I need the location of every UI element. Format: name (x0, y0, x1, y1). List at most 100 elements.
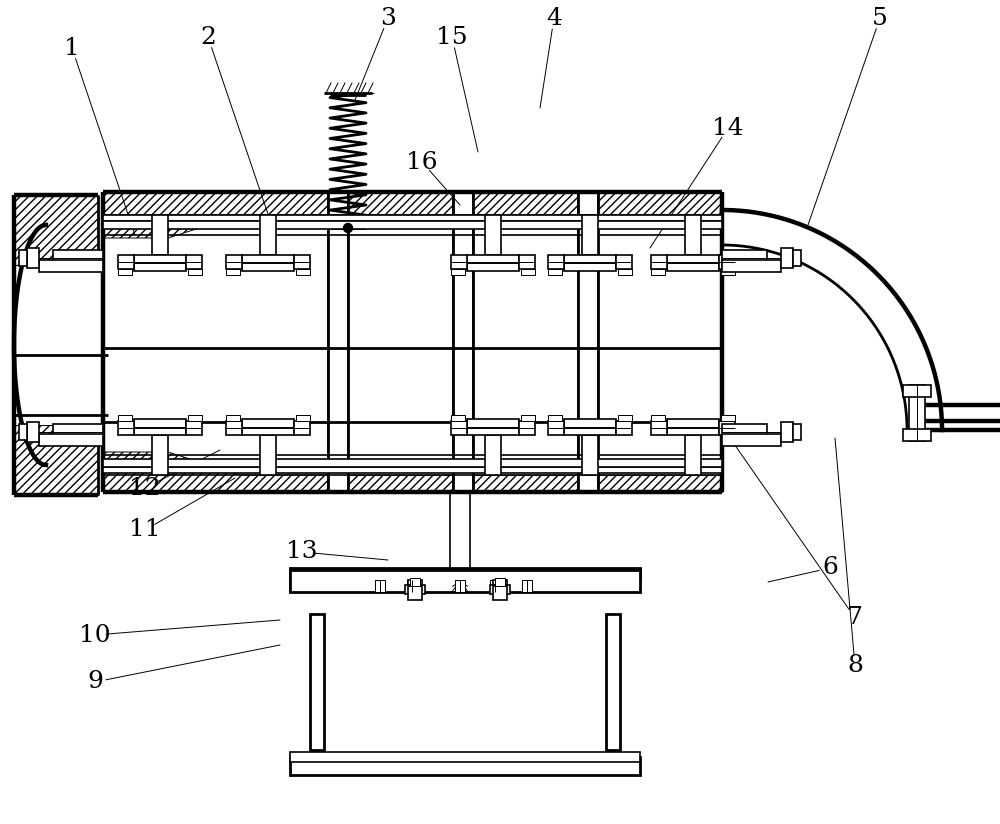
Bar (651, 255, 667, 269)
Bar (103, 221, 722, 229)
Bar (53, 424, 103, 440)
Text: 11: 11 (129, 518, 161, 541)
Text: 10: 10 (79, 624, 111, 647)
Text: 1: 1 (64, 36, 80, 59)
Bar (19, 250, 27, 266)
Bar (134, 419, 186, 435)
Bar (519, 255, 535, 269)
Bar (188, 415, 202, 421)
Bar (407, 580, 417, 592)
Text: 15: 15 (436, 26, 468, 49)
Bar (186, 421, 202, 435)
Bar (616, 421, 632, 435)
Bar (260, 435, 276, 475)
Bar (719, 255, 735, 269)
Text: 12: 12 (129, 476, 161, 499)
Bar (564, 419, 616, 435)
Bar (152, 435, 168, 475)
Text: 9: 9 (87, 671, 103, 694)
Bar (490, 585, 510, 594)
Polygon shape (598, 192, 722, 215)
Bar (903, 385, 931, 397)
Bar (134, 255, 186, 271)
Bar (310, 614, 324, 750)
Bar (226, 269, 240, 275)
Bar (467, 419, 519, 435)
Bar (490, 580, 500, 592)
Bar (296, 415, 310, 421)
Bar (721, 269, 735, 275)
Bar (294, 255, 310, 269)
Bar (451, 255, 467, 269)
Bar (793, 424, 801, 440)
Bar (522, 580, 532, 592)
Bar (781, 248, 793, 268)
Bar (405, 585, 425, 594)
Bar (667, 255, 719, 271)
Text: 8: 8 (847, 654, 863, 677)
Polygon shape (14, 425, 98, 495)
Bar (290, 568, 640, 580)
Bar (103, 215, 722, 221)
Bar (909, 385, 925, 441)
Text: 13: 13 (286, 541, 318, 564)
Bar (152, 215, 168, 255)
Bar (188, 269, 202, 275)
Bar (19, 424, 27, 440)
Bar (493, 580, 507, 585)
Polygon shape (103, 192, 328, 238)
Polygon shape (598, 475, 722, 492)
Polygon shape (473, 475, 578, 492)
Bar (582, 435, 598, 475)
Bar (721, 415, 735, 421)
Polygon shape (473, 192, 578, 215)
Bar (651, 415, 665, 421)
Bar (453, 192, 473, 492)
Bar (521, 269, 535, 275)
Bar (493, 586, 507, 600)
Text: 6: 6 (822, 556, 838, 579)
Bar (582, 215, 598, 255)
Bar (722, 260, 781, 272)
Bar (242, 255, 294, 271)
Bar (118, 421, 134, 435)
Bar (186, 255, 202, 269)
Bar (548, 421, 564, 435)
Bar (616, 255, 632, 269)
Bar (455, 580, 465, 592)
Bar (685, 435, 701, 475)
Bar (226, 421, 242, 435)
Polygon shape (14, 195, 98, 265)
Bar (39, 434, 103, 446)
Bar (118, 415, 132, 421)
Bar (781, 422, 793, 442)
Bar (294, 421, 310, 435)
Bar (618, 269, 632, 275)
Bar (578, 192, 598, 492)
Bar (260, 215, 276, 255)
Bar (467, 255, 519, 271)
Bar (451, 415, 465, 421)
Text: 3: 3 (380, 7, 396, 30)
Polygon shape (348, 475, 453, 492)
Text: 2: 2 (200, 26, 216, 49)
Bar (27, 248, 39, 268)
Bar (667, 419, 719, 435)
Bar (722, 424, 767, 440)
Bar (296, 269, 310, 275)
Bar (118, 255, 134, 269)
Polygon shape (348, 192, 453, 215)
Text: 7: 7 (847, 606, 863, 630)
Bar (375, 580, 385, 592)
Text: 14: 14 (712, 116, 744, 139)
Bar (408, 580, 422, 585)
Bar (226, 255, 242, 269)
Bar (103, 459, 722, 467)
Polygon shape (103, 452, 328, 492)
Bar (290, 570, 640, 592)
Circle shape (344, 223, 352, 232)
Bar (290, 570, 640, 592)
Bar (519, 421, 535, 435)
Bar (521, 415, 535, 421)
Bar (903, 429, 931, 441)
